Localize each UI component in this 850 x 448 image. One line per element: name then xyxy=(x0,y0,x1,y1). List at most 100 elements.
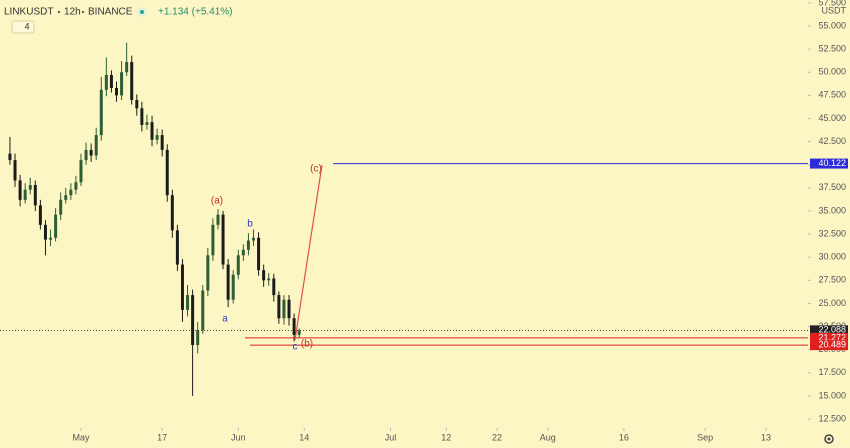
candle-body xyxy=(38,205,42,225)
candle-body xyxy=(79,160,83,183)
interval: 12h xyxy=(64,7,81,18)
candle-body xyxy=(201,290,205,331)
wave-label: b xyxy=(247,219,253,230)
candle-body xyxy=(64,195,68,200)
price-label: 40.122 xyxy=(818,158,846,168)
candle-body xyxy=(115,87,119,96)
x-tick-label: 14 xyxy=(299,432,309,442)
y-tick-label: 42.500 xyxy=(818,136,846,146)
candle-body xyxy=(43,224,47,240)
candle-body xyxy=(221,214,225,265)
price-label: 20.489 xyxy=(818,340,846,350)
currency: USDT xyxy=(822,5,847,15)
wave-line xyxy=(294,164,323,341)
candle-body xyxy=(155,135,159,140)
candle-body xyxy=(262,270,266,281)
exchange: BINANCE xyxy=(88,7,133,18)
wave-label: (b) xyxy=(301,339,313,350)
settings-icon[interactable] xyxy=(824,434,834,444)
candle-body xyxy=(186,295,190,310)
candle-body xyxy=(109,75,113,88)
candle-body xyxy=(252,237,256,241)
wave-label: c xyxy=(293,342,298,353)
y-tick-label: 52.500 xyxy=(818,43,846,53)
candle-body xyxy=(120,72,124,96)
candle-body xyxy=(231,274,235,300)
y-tick-label: 57.500 xyxy=(818,0,846,7)
candle-body xyxy=(33,185,37,206)
candle-body xyxy=(292,318,296,335)
x-tick-label: Sep xyxy=(697,432,713,442)
header: LINKUSDT 12h BINANCE +1.134 (+5.41%) 4 U… xyxy=(4,5,847,34)
x-tick-label: May xyxy=(72,432,90,442)
candle-body xyxy=(246,240,250,250)
x-tick-label: Jul xyxy=(385,432,397,442)
candle-body xyxy=(180,264,184,310)
candle-body xyxy=(59,199,63,215)
candle-body xyxy=(28,185,32,190)
y-tick-label: 55.000 xyxy=(818,20,846,30)
candle-body xyxy=(13,160,17,181)
candle-body xyxy=(191,295,195,346)
y-tick-label: 35.000 xyxy=(818,205,846,215)
price-axis: 12.50015.00017.50020.00022.50025.00027.5… xyxy=(72,0,848,442)
candle-body xyxy=(135,99,139,109)
price-label-box xyxy=(810,332,848,343)
candle-body xyxy=(196,330,200,346)
candle-body xyxy=(216,214,220,225)
symbol: LINKUSDT xyxy=(4,7,53,18)
x-tick-label: Jun xyxy=(231,432,246,442)
candle-body xyxy=(74,182,78,190)
wave-label: (c) xyxy=(310,164,322,175)
y-tick-label: 30.000 xyxy=(818,252,846,262)
candle-body xyxy=(160,135,164,150)
gear[interactable] xyxy=(824,434,834,444)
candle-body xyxy=(226,264,230,300)
candle-body xyxy=(267,278,271,281)
candle-body xyxy=(211,224,215,256)
candle-body xyxy=(89,149,93,156)
candle-body xyxy=(99,89,103,136)
y-tick-label: 27.500 xyxy=(818,275,846,285)
price-label-box xyxy=(810,158,848,169)
candle-body xyxy=(18,180,22,200)
price-label: 22.088 xyxy=(818,325,846,335)
candle-body xyxy=(272,278,276,296)
candle-body xyxy=(84,149,88,161)
indicator-toggle[interactable] xyxy=(11,20,35,34)
y-tick-label: 50.000 xyxy=(818,67,846,77)
x-tick-label: 22 xyxy=(492,432,502,442)
y-tick-label: 15.000 xyxy=(818,390,846,400)
x-tick-label: 13 xyxy=(761,432,771,442)
x-tick-label: 17 xyxy=(157,432,167,442)
price-label: 21.272 xyxy=(818,332,846,342)
x-tick-label: 16 xyxy=(619,432,629,442)
separator xyxy=(58,11,60,13)
x-tick-label: Aug xyxy=(540,432,556,442)
gear-hub[interactable] xyxy=(827,437,831,441)
candle-body xyxy=(150,122,154,140)
y-tick-label: 12.500 xyxy=(818,413,846,423)
plot xyxy=(0,42,808,396)
price-label-box xyxy=(810,340,848,351)
separator xyxy=(82,11,84,13)
candle-body xyxy=(170,195,174,231)
candle-body xyxy=(94,135,98,156)
candle-body xyxy=(297,330,301,335)
wave-label: (a) xyxy=(211,196,223,207)
grid xyxy=(80,2,811,431)
candle-body xyxy=(69,189,73,196)
candle-body xyxy=(236,255,240,275)
y-tick-label: 45.000 xyxy=(818,113,846,123)
candle-body xyxy=(287,299,291,319)
candle-body xyxy=(282,299,286,319)
indicator-count[interactable]: 4 xyxy=(24,21,29,31)
candle-body xyxy=(241,249,245,256)
candle-body xyxy=(206,255,210,291)
candle-body xyxy=(140,108,144,125)
candle-body xyxy=(130,62,134,100)
wave-label: a xyxy=(222,314,228,325)
candle-body xyxy=(145,122,149,125)
candle-body xyxy=(125,62,129,73)
